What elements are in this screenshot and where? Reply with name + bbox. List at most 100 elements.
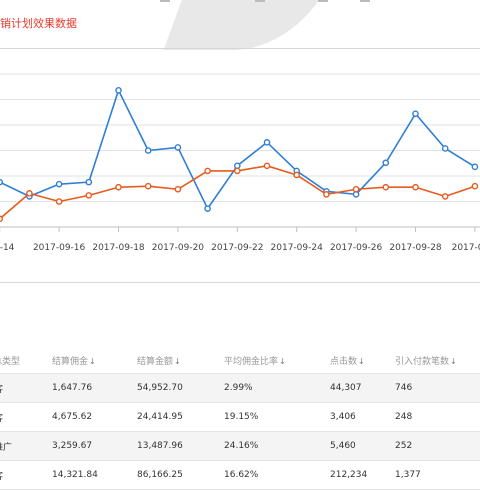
col-header-clicks[interactable]: 点击数↓ <box>330 347 395 374</box>
line-chart: -09-14 2017-09-16 2017-09-18 2017-09-20 2017… <box>0 70 480 260</box>
sort-arrow-icon[interactable]: ↓ <box>89 356 96 366</box>
col-header-orders[interactable]: 引入付款笔数↓ <box>395 347 480 374</box>
section-title: 销计划效果数据 <box>0 17 77 30</box>
data-point <box>293 171 301 179</box>
header-icon-stub <box>318 0 328 2</box>
cell-rate: 2.99% <box>224 373 330 403</box>
data-point <box>174 185 182 193</box>
cell-commission: 1,647.76 <box>52 373 137 403</box>
cell-orders: 746 <box>395 373 480 403</box>
data-point <box>0 215 3 223</box>
x-tick-label: 2017-09-3 <box>452 243 480 253</box>
x-tick-label: 2017-09-26 <box>330 243 383 253</box>
x-tick-label: 2017-09-28 <box>389 243 442 253</box>
data-point <box>115 183 122 191</box>
data-point <box>174 144 182 151</box>
col-header-label: 汇总类型 <box>0 356 21 367</box>
cell-amount: 86,166.25 <box>137 460 224 490</box>
cell-clicks: 3,406 <box>330 402 395 432</box>
table-row: 淘宝客 14,321.84 86,166.25 16.62% 212,234 1… <box>0 460 480 490</box>
cell-type: 淘宝客 <box>0 460 52 490</box>
cell-type-text: 定向推广 <box>0 442 13 453</box>
data-point <box>471 182 479 190</box>
cell-orders: 248 <box>395 402 480 432</box>
data-point <box>85 192 93 199</box>
cell-commission: 14,321.84 <box>52 460 137 490</box>
x-tick-label: 2017-09-22 <box>211 243 263 253</box>
cell-commission: 3,259.67 <box>52 431 137 461</box>
cell-orders: 1,377 <box>395 460 480 490</box>
x-tick-label: -09-14 <box>0 243 15 253</box>
col-header-rate[interactable]: 平均佣金比率↓ <box>224 347 330 374</box>
header-shade <box>163 0 337 50</box>
col-header-label: 点击数 <box>330 356 358 367</box>
cell-clicks: 5,460 <box>330 431 395 461</box>
col-header-label: 引入付款笔数 <box>395 356 450 367</box>
x-tick-label: 2017-09-24 <box>271 243 324 253</box>
data-point <box>263 139 271 146</box>
col-header-amount[interactable]: 结算金额↓ <box>137 347 224 374</box>
data-point <box>382 159 390 167</box>
data-point <box>26 190 33 197</box>
header-icon-stub <box>255 0 265 2</box>
data-point <box>115 87 122 94</box>
data-point <box>85 178 93 186</box>
data-point <box>55 180 63 188</box>
col-header-commission[interactable]: 结算佣金↓ <box>52 347 137 374</box>
data-point <box>144 147 152 154</box>
data-point <box>55 198 63 205</box>
data-point <box>144 182 152 190</box>
data-point <box>204 205 211 212</box>
top-bar: 销计划效果数据 <box>0 0 480 50</box>
cell-amount: 24,414.95 <box>137 402 224 432</box>
col-header-type: 汇总类型 <box>0 347 52 374</box>
cell-rate: 24.16% <box>224 431 330 461</box>
sort-arrow-icon[interactable]: ↓ <box>174 356 181 366</box>
data-point <box>471 163 479 171</box>
cell-rate: 16.62% <box>224 460 330 490</box>
series-line <box>0 89 476 210</box>
cell-rate: 19.15% <box>224 402 330 432</box>
chart-svg: -09-14 2017-09-16 2017-09-18 2017-09-20 2017… <box>0 73 480 253</box>
col-header-label: 平均佣金比率 <box>224 356 279 367</box>
col-header-label: 结算佣金 <box>52 356 89 367</box>
data-point <box>441 193 449 200</box>
table-row: 定向推广 3,259.67 13,487.96 24.16% 5,460 252 <box>0 431 480 461</box>
data-point <box>204 167 211 175</box>
data-point <box>352 185 360 193</box>
cell-commission: 4,675.62 <box>52 402 137 432</box>
data-point <box>0 178 3 186</box>
sort-arrow-icon[interactable]: ↓ <box>450 356 457 366</box>
data-point <box>441 145 449 152</box>
header-icon-stub <box>160 0 170 2</box>
data-point <box>382 183 390 191</box>
cell-type-text: 淘宝客 <box>0 385 3 395</box>
table-row: 淘宝客 4,675.62 24,414.95 19.15% 3,406 248 <box>0 402 480 432</box>
data-point <box>412 183 419 191</box>
data-point <box>233 167 241 175</box>
header-icon-stub <box>360 0 370 2</box>
cell-type: 淘宝客 <box>0 373 52 403</box>
sort-arrow-icon[interactable]: ↓ <box>279 356 286 366</box>
x-tick-label: 2017-09-16 <box>33 243 86 253</box>
cell-clicks: 44,307 <box>330 373 395 403</box>
series-line <box>0 165 476 220</box>
divider <box>0 282 480 283</box>
cell-orders: 252 <box>395 431 480 461</box>
data-point <box>263 162 271 170</box>
cell-type: 淘宝客 <box>0 402 52 432</box>
cell-amount: 54,952.70 <box>137 373 224 403</box>
data-point <box>412 110 419 118</box>
stats-table: 汇总类型 结算佣金↓ 结算金额↓ 平均佣金比率↓ 点击数↓ 引入付款笔数↓ 淘宝… <box>0 347 480 490</box>
table-header-row: 汇总类型 结算佣金↓ 结算金额↓ 平均佣金比率↓ 点击数↓ 引入付款笔数↓ <box>0 347 480 374</box>
divider <box>0 48 480 49</box>
cell-amount: 13,487.96 <box>137 431 224 461</box>
x-tick-label: 2017-09-20 <box>152 243 205 253</box>
table-row: 淘宝客 1,647.76 54,952.70 2.99% 44,307 746 <box>0 373 480 403</box>
cell-type: 定向推广 <box>0 431 52 461</box>
cell-type-text: 淘宝客 <box>0 414 3 424</box>
x-tick-label: 2017-09-18 <box>92 243 145 253</box>
data-point <box>323 191 330 198</box>
sort-arrow-icon[interactable]: ↓ <box>358 356 365 366</box>
cell-type-text: 淘宝客 <box>0 472 3 482</box>
